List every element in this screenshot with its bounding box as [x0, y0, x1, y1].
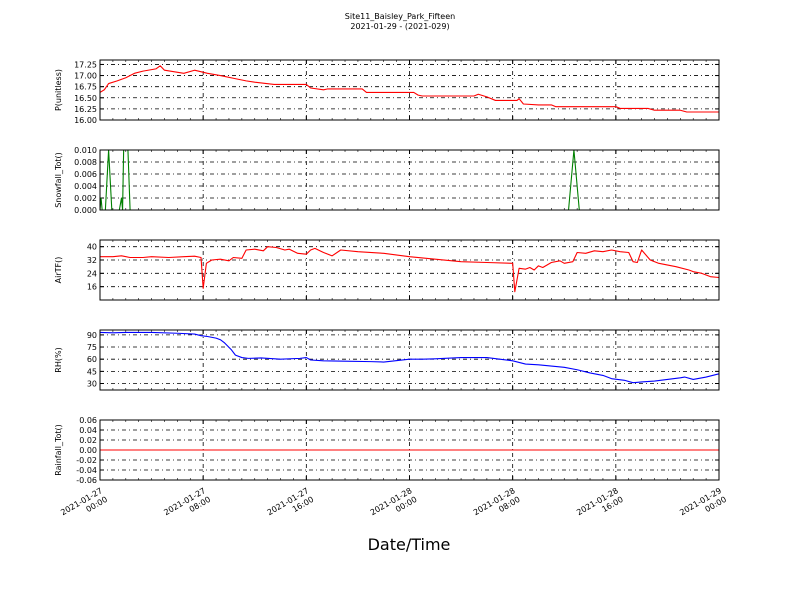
y-tick-label: 0.008: [74, 158, 97, 167]
y-tick-label: 16.75: [74, 83, 97, 92]
y-tick-label: 0.06: [79, 416, 97, 425]
y-axis-label: P(unitless): [54, 69, 63, 111]
panel-4: 30 45 60 75 90 RH(%): [54, 329, 720, 391]
y-tick-label: 0.000: [74, 206, 97, 215]
panel-3: 16 24 32 40 AirTF(): [54, 239, 720, 301]
panels-group: 16.00 16.25 16.50 16.75 17.00 17.25 P(unitless…: [54, 59, 720, 485]
series-line-4: [99, 331, 720, 384]
panel-frame: [99, 149, 720, 211]
y-tick-label: 32: [87, 256, 97, 265]
y-tick-label: 16.25: [74, 105, 97, 114]
series-line-1: [99, 65, 719, 113]
y-tick-label: -0.06: [76, 476, 97, 485]
y-tick-label: -0.04: [76, 466, 97, 475]
y-tick-label: 0.002: [74, 194, 97, 203]
panel-5: -0.06-0.04-0.020.000.020.040.06 Rainfall_…: [54, 416, 720, 485]
y-axis-label: Snowfall_Tot(): [54, 152, 63, 208]
panel-frame: [99, 419, 720, 481]
y-axis-label: Rainfall_Tot(): [54, 424, 63, 476]
figure-title: Site11_Baisley_Park_Fifteen: [345, 12, 455, 21]
x-axis-title: Date/Time: [368, 535, 451, 554]
series-line-3: [100, 246, 720, 293]
y-axis-label: RH(%): [54, 347, 63, 372]
y-tick-label: 16.00: [74, 116, 97, 125]
y-tick-label: 75: [87, 343, 97, 352]
y-tick-label: -0.02: [76, 456, 97, 465]
y-tick-label: 16.50: [74, 94, 97, 103]
y-tick-label: 30: [87, 380, 97, 389]
y-tick-label: 0.04: [79, 426, 97, 435]
y-tick-label: 0.006: [74, 170, 97, 179]
panel-frame: [99, 329, 720, 391]
panel-frame: [99, 239, 720, 301]
y-tick-label: 0.00: [79, 446, 97, 455]
y-tick-label: 45: [87, 367, 97, 376]
figure-subtitle: 2021-01-29 - (2021-029): [350, 22, 449, 31]
y-tick-label: 16: [87, 283, 97, 292]
panel-1: 16.00 16.25 16.50 16.75 17.00 17.25 P(unitless…: [54, 59, 720, 125]
y-tick-label: 0.02: [79, 436, 97, 445]
y-tick-label: 24: [87, 269, 97, 278]
y-tick-label: 0.004: [74, 182, 97, 191]
y-tick-label: 40: [87, 243, 97, 252]
y-tick-label: 17.25: [74, 60, 97, 69]
y-tick-label: 17.00: [74, 72, 97, 81]
y-tick-label: 90: [87, 331, 97, 340]
panel-frame: [99, 59, 720, 121]
y-tick-label: 0.010: [74, 146, 97, 155]
panel-2: 0.000 0.002 0.004 0.006 0.008 0.010 Snowfall_T…: [54, 146, 720, 215]
y-axis-label: AirTF(): [54, 257, 63, 284]
y-tick-label: 60: [87, 355, 97, 364]
